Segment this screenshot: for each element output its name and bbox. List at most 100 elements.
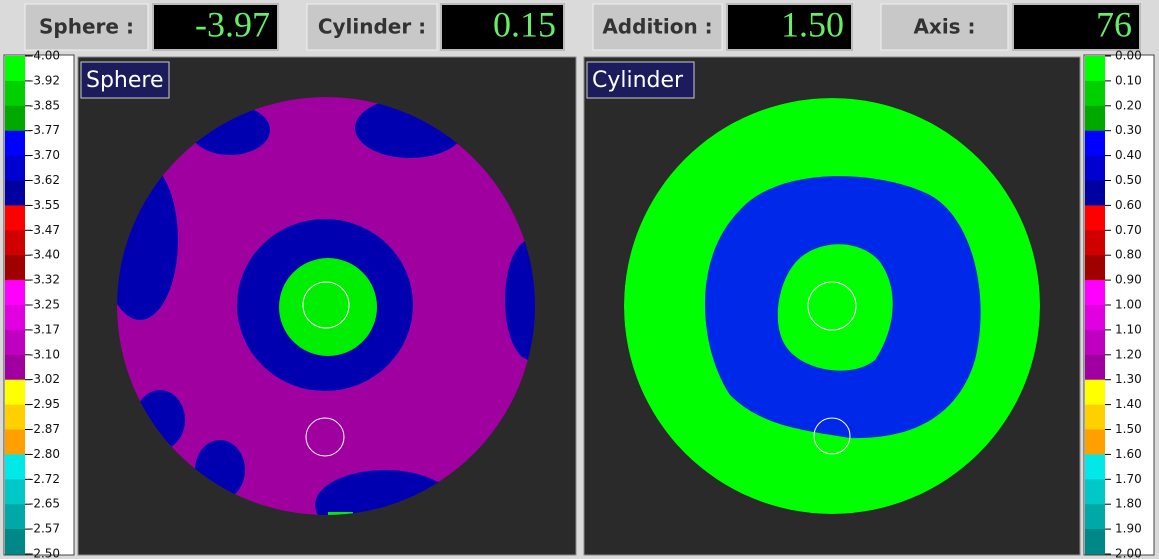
scale-band bbox=[5, 305, 25, 331]
field-label-box bbox=[306, 3, 438, 51]
field-value: 76 bbox=[1096, 4, 1132, 44]
scale-label: -3.02 bbox=[29, 372, 60, 386]
scale-band bbox=[1085, 429, 1105, 455]
scale-band bbox=[5, 80, 25, 107]
scale-band bbox=[1085, 130, 1105, 157]
scale-label: 0.80 bbox=[1115, 248, 1142, 262]
marker bbox=[302, 281, 350, 329]
scale-label: 1.10 bbox=[1115, 322, 1142, 336]
scale-band bbox=[5, 105, 25, 132]
scale-band bbox=[1085, 105, 1105, 132]
map-title: Cylinder bbox=[592, 68, 684, 93]
scale-band bbox=[5, 379, 25, 406]
scale-label: 1.30 bbox=[1115, 372, 1142, 386]
scale-label: -3.32 bbox=[29, 273, 60, 287]
field-label-box bbox=[592, 3, 723, 51]
scale-band bbox=[5, 255, 25, 281]
scale-band bbox=[5, 155, 25, 181]
field-value: 0.15 bbox=[493, 4, 556, 44]
field-label: Sphere : bbox=[39, 15, 134, 39]
scale-label: 0.40 bbox=[1115, 148, 1142, 162]
scale-label: -3.92 bbox=[29, 73, 60, 87]
title-box bbox=[80, 61, 170, 99]
scale-label: 1.50 bbox=[1115, 422, 1142, 436]
scale-label: 1.40 bbox=[1115, 397, 1142, 411]
scale-label: 0.10 bbox=[1115, 73, 1142, 87]
field-value-box bbox=[152, 3, 279, 51]
field-label-box bbox=[24, 3, 149, 51]
scale-label: -2.95 bbox=[29, 397, 60, 411]
header: Sphere : -3.97 Cylinder : 0.15 Addition : 1.5… bbox=[24, 3, 1141, 51]
scale-band bbox=[1085, 80, 1105, 107]
scale-band bbox=[5, 130, 25, 157]
scale-band bbox=[5, 504, 25, 530]
field-value-box bbox=[1012, 3, 1141, 51]
scale-band bbox=[1085, 230, 1105, 256]
scale-label: 1.70 bbox=[1115, 472, 1142, 486]
scale-label: -3.10 bbox=[29, 347, 60, 361]
scale-band bbox=[1085, 529, 1105, 555]
scale-label: -2.50 bbox=[29, 547, 60, 559]
scale-label: -3.70 bbox=[29, 148, 60, 162]
scale-label: 0.20 bbox=[1115, 98, 1142, 112]
field-label-box bbox=[880, 3, 1009, 51]
scale-label: 0.60 bbox=[1115, 198, 1142, 212]
scale-label: -3.47 bbox=[29, 223, 60, 237]
scale-band bbox=[5, 56, 25, 82]
field-value: 1.50 bbox=[781, 4, 844, 44]
marker bbox=[807, 281, 857, 331]
scale-band bbox=[5, 205, 25, 231]
scale-band bbox=[1085, 180, 1105, 206]
scale-band bbox=[1085, 354, 1105, 381]
field-value: -3.97 bbox=[195, 4, 270, 44]
scale-label: 1.80 bbox=[1115, 497, 1142, 511]
scale-label: 0.90 bbox=[1115, 273, 1142, 287]
scale-band bbox=[1085, 404, 1105, 430]
scale-label: -2.65 bbox=[29, 497, 60, 511]
scale-label: -3.62 bbox=[29, 173, 60, 187]
scale-label: 2.00 bbox=[1115, 547, 1142, 559]
scale-band bbox=[5, 529, 25, 555]
scale-band bbox=[5, 454, 25, 480]
scale-label: -2.72 bbox=[29, 472, 60, 486]
scale-band bbox=[5, 404, 25, 430]
scale-label: 1.20 bbox=[1115, 347, 1142, 361]
scale-band bbox=[5, 479, 25, 505]
title-box bbox=[586, 61, 695, 99]
scale-band bbox=[1085, 255, 1105, 281]
scale-label: -3.40 bbox=[29, 248, 60, 262]
field-label: Axis : bbox=[913, 15, 975, 39]
scale-band bbox=[1085, 280, 1105, 306]
scale-label: -3.55 bbox=[29, 198, 60, 212]
scale-band bbox=[1085, 155, 1105, 181]
scale-label: 1.90 bbox=[1115, 522, 1142, 536]
marker bbox=[813, 417, 851, 455]
scale-label: -4.00 bbox=[29, 49, 60, 63]
marker bbox=[305, 417, 345, 457]
scale-label: 0.00 bbox=[1115, 49, 1142, 63]
scale-band bbox=[5, 180, 25, 206]
cylinder-map bbox=[624, 98, 1040, 514]
scale-band bbox=[1085, 329, 1105, 356]
scale-label: -2.80 bbox=[29, 447, 60, 461]
scale-label: 1.60 bbox=[1115, 447, 1142, 461]
map-title: Sphere bbox=[86, 68, 164, 93]
scale-band bbox=[1085, 56, 1105, 82]
field-value-box bbox=[726, 3, 853, 51]
field-label: Addition : bbox=[602, 15, 712, 39]
scale-band bbox=[1085, 504, 1105, 530]
scale-label: 1.00 bbox=[1115, 298, 1142, 312]
scale-label: -3.25 bbox=[29, 298, 60, 312]
scale-band bbox=[5, 280, 25, 306]
scale-label: -3.77 bbox=[29, 123, 60, 137]
field-value-box bbox=[440, 3, 565, 51]
scale-band bbox=[1085, 379, 1105, 406]
scale-band bbox=[5, 354, 25, 381]
scale-band bbox=[5, 429, 25, 455]
scale-band bbox=[1085, 205, 1105, 231]
scale-label: 0.50 bbox=[1115, 173, 1142, 187]
scale-label: -2.57 bbox=[29, 522, 60, 536]
scale-band bbox=[1085, 305, 1105, 331]
